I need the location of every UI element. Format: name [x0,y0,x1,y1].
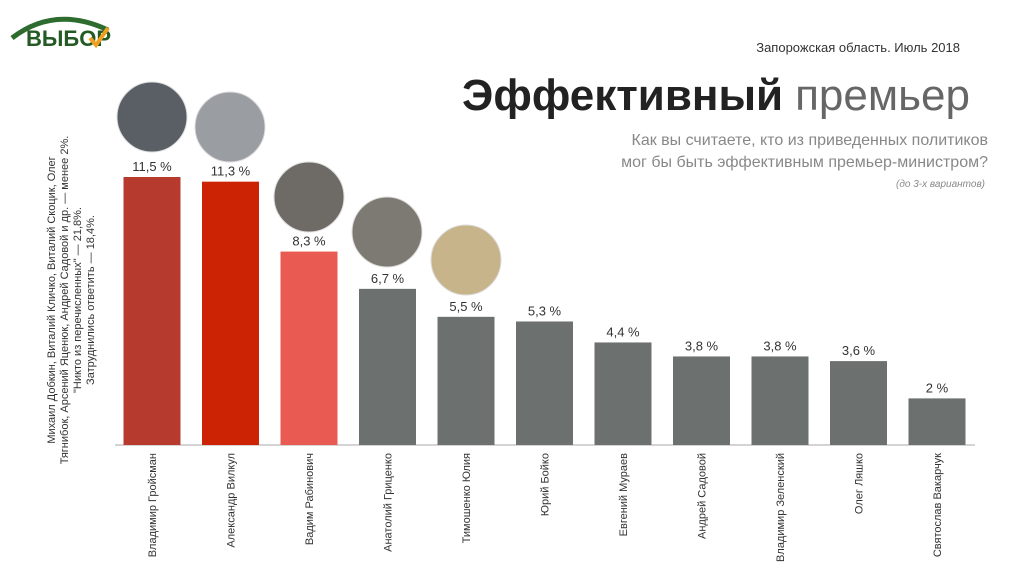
photo [116,81,188,153]
value-label: 11,3 % [211,164,251,179]
bar [594,342,652,445]
category-label: Святослав Вакарчук [932,453,944,557]
category-label: Александр Вилкул [226,453,238,548]
category-label: Олег Ляшко [854,453,866,514]
value-label: 4,4 % [606,324,640,339]
value-label: 5,5 % [449,299,483,314]
bar [516,321,573,445]
bar [280,251,338,445]
title-bold: Эффективный [462,71,783,120]
category-label: Тимошенко Юлия [461,453,473,543]
bar [673,356,730,445]
value-label: 6,7 % [371,271,405,286]
category-label: Владимир Зеленский [775,453,787,562]
photos [116,81,502,296]
side-note-line: Тягнибок, Арсений Яценюк, Андрей Садовой… [59,136,71,465]
category-label: Анатолий Гриценко [383,453,395,552]
logo: ВЫБОР [10,16,111,51]
photo [194,91,266,163]
bar [437,316,495,445]
value-label: 3,6 % [842,343,876,358]
category-label: Вадим Рабинович [304,453,316,545]
bar [202,181,259,445]
bar [830,361,887,445]
value-label: 11,5 % [132,159,172,174]
logo-check [88,26,110,49]
photo [430,224,502,296]
question: мог бы быть эффективным премьер-министро… [621,154,988,171]
bar [359,288,416,445]
side-note-line: Затруднились ответить — 18,4%. [85,215,97,385]
bar [751,356,809,445]
value-label: 5,3 % [528,303,562,318]
region: Запорожская область. Июль 2018 [756,40,960,55]
logo-arc [10,16,110,40]
question: Как вы считаете, кто из приведенных поли… [632,132,989,149]
category-label: Евгений Мураев [618,453,630,537]
bar [908,398,966,445]
side-note: Михаил Добкин, Виталий Кличко, Виталий С… [46,136,97,465]
side-note-line: "Никто из перечисленных" — 21,8%. [72,207,84,393]
category-label: Юрий Бойко [540,453,552,516]
value-label: 8,3 % [292,234,326,249]
side-note-line: Михаил Добкин, Виталий Кличко, Виталий С… [46,156,58,443]
category-label: Владимир Гройсман [147,453,159,557]
title: Эффективный премьер [462,71,970,120]
bar [123,177,181,445]
photo [351,196,423,268]
category-label: Андрей Садовой [697,453,709,539]
value-label: 2 % [926,380,949,395]
title-light: премьер [795,71,970,120]
value-label: 3,8 % [763,338,797,353]
photo [273,161,345,233]
note: (до 3-х вариантов) [896,179,985,190]
value-label: 3,8 % [685,338,719,353]
